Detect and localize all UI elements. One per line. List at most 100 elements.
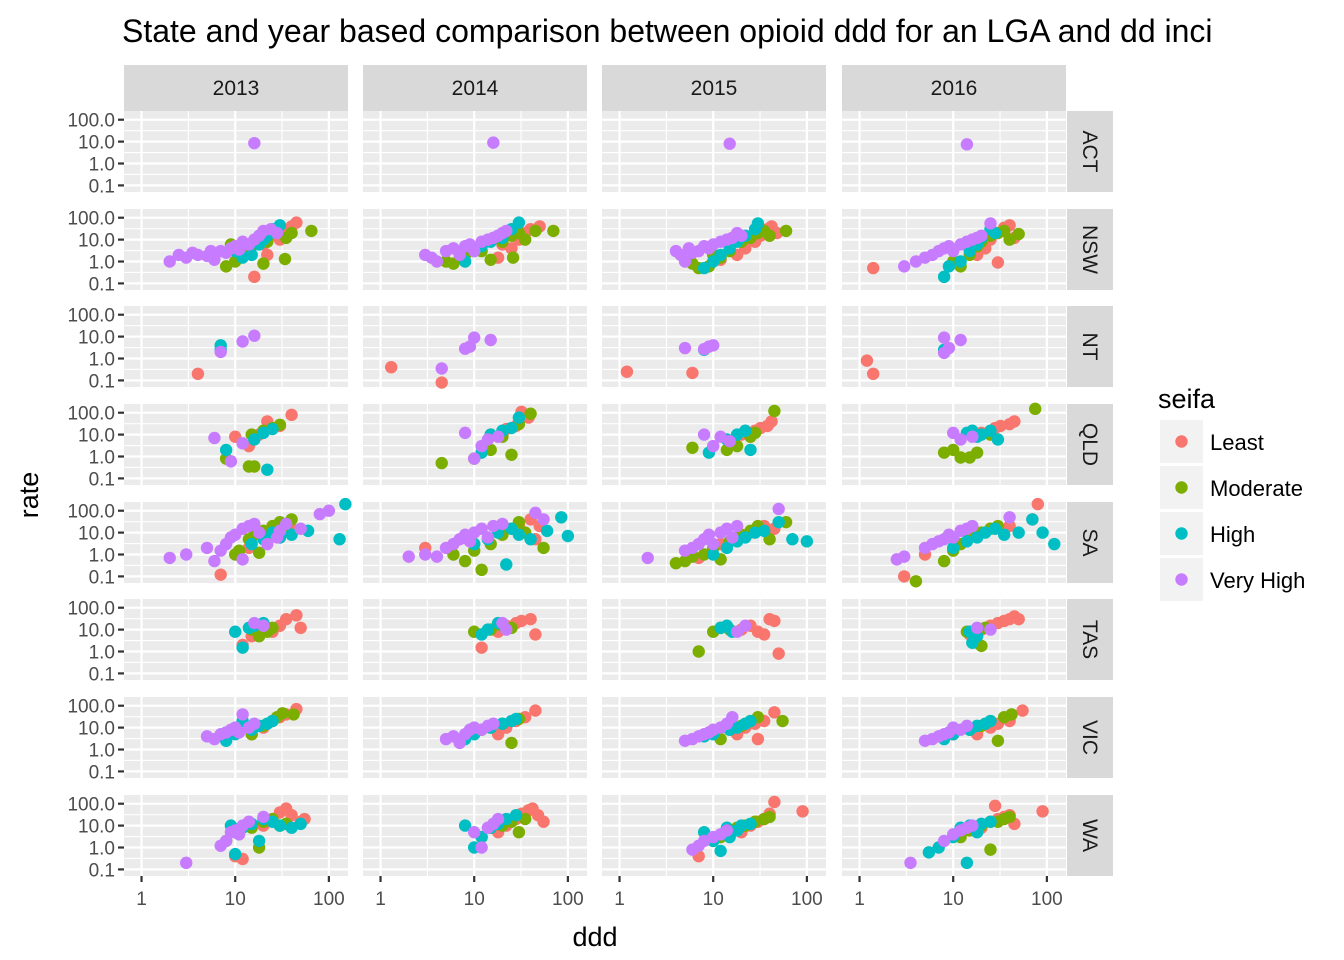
point-very-high xyxy=(248,717,261,730)
point-least xyxy=(991,256,1005,269)
point-very-high xyxy=(707,339,720,352)
point-high xyxy=(561,529,575,543)
point-very-high xyxy=(200,541,214,555)
point-very-high xyxy=(937,331,951,344)
row-strip-label: SA xyxy=(1078,528,1101,556)
point-high xyxy=(509,808,523,822)
point-high xyxy=(252,834,266,848)
point-least xyxy=(1031,497,1045,511)
point-least xyxy=(524,612,537,626)
point-high xyxy=(245,537,258,551)
row-strip-sa xyxy=(1067,502,1113,583)
point-very-high xyxy=(475,841,488,854)
y-tick-label: 100.0 xyxy=(67,795,115,816)
point-very-high xyxy=(735,229,748,242)
point-high xyxy=(229,625,242,638)
point-very-high xyxy=(248,329,261,342)
point-moderate xyxy=(252,546,266,559)
column-strip-2015 xyxy=(602,65,826,111)
point-high xyxy=(339,497,352,511)
point-very-high xyxy=(481,433,495,446)
point-very-high xyxy=(1003,511,1016,524)
point-very-high xyxy=(726,710,739,724)
point-moderate xyxy=(285,226,298,240)
point-very-high xyxy=(224,455,238,468)
panel-tas-2016 xyxy=(842,599,1066,680)
column-strip-2016 xyxy=(842,65,1066,111)
point-moderate xyxy=(248,460,261,473)
point-very-high xyxy=(726,531,739,544)
point-high xyxy=(954,255,967,268)
point-high xyxy=(505,421,518,435)
y-tick-label: 0.1 xyxy=(89,469,115,490)
panel-sa-2014 xyxy=(363,502,587,583)
point-high xyxy=(744,817,757,831)
x-tick-label: 100 xyxy=(791,889,823,910)
y-tick-label: 10.0 xyxy=(78,328,115,349)
row-strip-nsw xyxy=(1067,209,1113,290)
point-high xyxy=(540,524,554,538)
panel-nt-2014 xyxy=(363,306,587,389)
panel-tas-2015 xyxy=(602,599,826,680)
y-tick-label: 10.0 xyxy=(78,817,115,838)
point-very-high xyxy=(468,452,481,465)
point-high xyxy=(979,526,992,539)
point-high xyxy=(1036,526,1049,539)
column-strip-2014 xyxy=(363,65,587,111)
row-strip-label: QLD xyxy=(1078,423,1101,466)
panel-sa-2016 xyxy=(842,497,1066,588)
point-very-high xyxy=(898,550,911,563)
point-moderate xyxy=(447,257,460,270)
x-axis-label: ddd xyxy=(572,922,617,952)
point-least xyxy=(248,270,261,284)
chart-title: State and year based comparison between … xyxy=(122,13,1213,49)
point-very-high xyxy=(975,229,988,242)
y-tick-label: 1.0 xyxy=(89,741,115,762)
panel-nsw-2016 xyxy=(842,209,1066,290)
point-very-high xyxy=(678,255,692,268)
point-very-high xyxy=(279,517,293,531)
point-very-high xyxy=(180,856,193,870)
point-very-high xyxy=(180,548,193,561)
point-high xyxy=(266,714,279,728)
x-tick-label: 100 xyxy=(313,889,345,910)
point-least xyxy=(620,365,634,378)
point-very-high xyxy=(248,136,261,150)
legend-marker-high xyxy=(1175,527,1188,540)
point-high xyxy=(245,248,258,262)
point-least xyxy=(751,732,765,746)
point-very-high xyxy=(163,551,176,565)
point-moderate xyxy=(547,224,560,238)
point-moderate xyxy=(970,446,984,459)
point-very-high xyxy=(484,333,497,347)
panel-wa-2014: 1 10 100 xyxy=(363,795,587,910)
point-very-high xyxy=(458,426,472,440)
point-least xyxy=(435,376,448,389)
point-moderate xyxy=(287,708,300,721)
point-high xyxy=(786,533,799,546)
row-strip-label: WA xyxy=(1078,819,1101,852)
y-tick-label: 0.1 xyxy=(89,274,115,295)
point-least xyxy=(1008,415,1021,428)
legend-marker-moderate xyxy=(1175,481,1188,494)
point-moderate xyxy=(937,554,951,568)
point-moderate xyxy=(909,575,923,588)
point-moderate xyxy=(991,734,1005,747)
point-moderate xyxy=(512,826,526,839)
point-least xyxy=(757,628,771,641)
y-tick-label: 10.0 xyxy=(78,524,115,545)
point-very-high xyxy=(435,362,448,375)
point-very-high xyxy=(898,260,911,273)
y-tick-label: 1.0 xyxy=(89,643,115,664)
legend: seifa Least Moderate High Very High xyxy=(1158,384,1305,601)
point-very-high xyxy=(257,619,270,632)
point-high xyxy=(458,819,472,832)
point-high xyxy=(991,433,1005,446)
point-moderate xyxy=(475,563,488,577)
point-high xyxy=(714,844,727,858)
point-least xyxy=(537,815,550,828)
point-high xyxy=(947,541,960,555)
point-high xyxy=(512,528,526,541)
